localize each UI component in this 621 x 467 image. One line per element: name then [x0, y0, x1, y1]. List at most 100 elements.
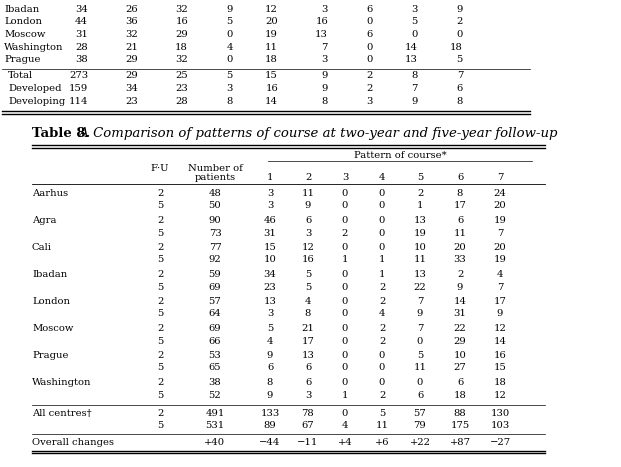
- Text: patients: patients: [194, 173, 235, 182]
- Text: +6: +6: [374, 438, 389, 447]
- Text: +4: +4: [338, 438, 352, 447]
- Text: Aarhus: Aarhus: [32, 189, 68, 198]
- Text: 14: 14: [494, 337, 507, 346]
- Text: 77: 77: [209, 243, 221, 252]
- Text: 7: 7: [497, 283, 503, 291]
- Text: 7: 7: [497, 173, 503, 182]
- Text: 90: 90: [209, 216, 221, 225]
- Text: 14: 14: [405, 42, 418, 51]
- Text: 5: 5: [157, 228, 163, 238]
- Text: 7: 7: [456, 71, 463, 80]
- Text: 0: 0: [342, 337, 348, 346]
- Text: 20: 20: [494, 243, 506, 252]
- Text: 2: 2: [157, 189, 163, 198]
- Text: 13: 13: [315, 30, 328, 39]
- Text: 6: 6: [267, 363, 273, 373]
- Text: 18: 18: [450, 42, 463, 51]
- Text: 17: 17: [302, 337, 314, 346]
- Text: 0: 0: [227, 30, 233, 39]
- Text: 18: 18: [453, 390, 466, 399]
- Text: 0: 0: [456, 30, 463, 39]
- Text: 16: 16: [265, 84, 278, 93]
- Text: 2: 2: [342, 228, 348, 238]
- Text: 69: 69: [209, 324, 221, 333]
- Text: 12: 12: [302, 243, 314, 252]
- Text: 17: 17: [494, 297, 507, 306]
- Text: 8: 8: [412, 71, 418, 80]
- Text: 12: 12: [494, 390, 507, 399]
- Text: 28: 28: [75, 42, 88, 51]
- Text: 103: 103: [491, 422, 510, 431]
- Text: 0: 0: [379, 243, 385, 252]
- Text: 114: 114: [68, 97, 88, 106]
- Text: 48: 48: [209, 189, 222, 198]
- Text: 2: 2: [366, 71, 373, 80]
- Text: Washington: Washington: [4, 42, 63, 51]
- Text: 19: 19: [494, 255, 507, 264]
- Text: F·U: F·U: [151, 164, 170, 173]
- Text: 8: 8: [456, 97, 463, 106]
- Text: 12: 12: [494, 324, 507, 333]
- Text: 6: 6: [305, 216, 311, 225]
- Text: 7: 7: [412, 84, 418, 93]
- Text: 13: 13: [302, 351, 314, 360]
- Text: 0: 0: [342, 201, 348, 211]
- Text: 73: 73: [209, 228, 221, 238]
- Text: 2: 2: [457, 270, 463, 279]
- Text: 0: 0: [379, 189, 385, 198]
- Text: Ibadan: Ibadan: [4, 5, 39, 14]
- Text: 0: 0: [342, 324, 348, 333]
- Text: +87: +87: [450, 438, 471, 447]
- Text: 0: 0: [342, 297, 348, 306]
- Text: Table 8.: Table 8.: [32, 127, 90, 140]
- Text: 0: 0: [342, 351, 348, 360]
- Text: 5: 5: [157, 390, 163, 399]
- Text: 0: 0: [366, 17, 373, 27]
- Text: 5: 5: [417, 351, 423, 360]
- Text: Moscow: Moscow: [32, 324, 73, 333]
- Text: 4: 4: [267, 337, 273, 346]
- Text: 7: 7: [497, 228, 503, 238]
- Text: 6: 6: [457, 84, 463, 93]
- Text: 0: 0: [417, 337, 423, 346]
- Text: 26: 26: [125, 5, 138, 14]
- Text: 5: 5: [157, 283, 163, 291]
- Text: 31: 31: [453, 310, 466, 318]
- Text: 0: 0: [342, 310, 348, 318]
- Text: A Comparison of patterns of course at two-year and five-year follow-up: A Comparison of patterns of course at tw…: [75, 127, 558, 140]
- Text: Washington: Washington: [32, 378, 91, 387]
- Text: 17: 17: [453, 201, 466, 211]
- Text: 8: 8: [227, 97, 233, 106]
- Text: 69: 69: [209, 283, 221, 291]
- Text: 5: 5: [417, 173, 423, 182]
- Text: Ibadan: Ibadan: [32, 270, 67, 279]
- Text: 0: 0: [366, 42, 373, 51]
- Text: Pattern of course*: Pattern of course*: [353, 151, 446, 160]
- Text: 5: 5: [157, 201, 163, 211]
- Text: 6: 6: [457, 216, 463, 225]
- Text: 79: 79: [414, 422, 427, 431]
- Text: 6: 6: [305, 378, 311, 387]
- Text: 23: 23: [125, 97, 138, 106]
- Text: 2: 2: [379, 324, 385, 333]
- Text: 3: 3: [366, 97, 373, 106]
- Text: 9: 9: [267, 390, 273, 399]
- Text: 32: 32: [125, 30, 138, 39]
- Text: 34: 34: [125, 84, 138, 93]
- Text: 3: 3: [305, 228, 311, 238]
- Text: Overall changes: Overall changes: [32, 438, 114, 447]
- Text: 1: 1: [267, 173, 273, 182]
- Text: 0: 0: [417, 378, 423, 387]
- Text: 2: 2: [157, 243, 163, 252]
- Text: 3: 3: [412, 5, 418, 14]
- Text: Prague: Prague: [4, 55, 40, 64]
- Text: 66: 66: [209, 337, 221, 346]
- Text: 18: 18: [175, 42, 188, 51]
- Text: 2: 2: [456, 17, 463, 27]
- Text: 14: 14: [265, 97, 278, 106]
- Text: 0: 0: [342, 216, 348, 225]
- Text: 8: 8: [305, 310, 311, 318]
- Text: 9: 9: [322, 71, 328, 80]
- Text: 1: 1: [342, 255, 348, 264]
- Text: 31: 31: [75, 30, 88, 39]
